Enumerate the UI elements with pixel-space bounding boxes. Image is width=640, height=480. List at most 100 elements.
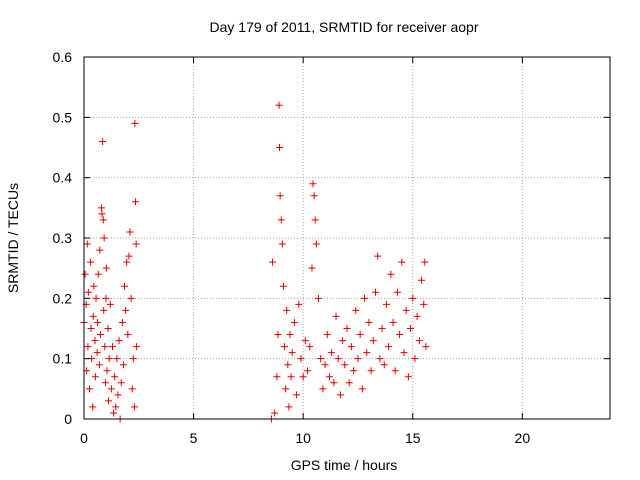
data-point <box>361 294 369 302</box>
data-point <box>393 288 401 296</box>
data-point <box>95 361 103 369</box>
data-point <box>315 294 323 302</box>
data-point <box>101 343 109 351</box>
x-tick-label: 10 <box>295 430 311 446</box>
data-point <box>396 331 404 339</box>
data-point <box>290 318 298 326</box>
x-tick-label: 15 <box>405 430 421 446</box>
data-point <box>284 361 292 369</box>
data-point <box>319 385 327 393</box>
data-point <box>404 373 412 381</box>
data-point <box>94 270 102 278</box>
data-point <box>104 325 112 332</box>
data-point <box>371 288 379 296</box>
data-point <box>100 234 108 242</box>
data-point <box>332 312 340 320</box>
x-tick-label: 5 <box>190 430 198 446</box>
data-point <box>312 240 320 248</box>
data-point <box>343 325 351 332</box>
data-point <box>352 306 360 314</box>
data-point <box>127 294 135 302</box>
data-point <box>409 294 417 302</box>
y-tick-label: 0.1 <box>53 351 73 367</box>
data-point <box>295 300 303 308</box>
data-point <box>99 137 107 145</box>
data-point <box>271 409 279 417</box>
data-point <box>418 276 426 284</box>
x-tick-label: 0 <box>80 430 88 446</box>
data-point <box>407 325 415 332</box>
data-point <box>283 306 291 314</box>
data-point <box>132 240 140 248</box>
data-point <box>115 337 123 345</box>
data-point <box>273 373 281 381</box>
data-point <box>330 379 338 387</box>
data-point <box>382 300 390 308</box>
x-axis-label: GPS time / hours <box>291 457 398 473</box>
axis-ticks: 0 5 10 15 20 0 0.1 0.2 0.3 0.4 0.5 0.6 <box>53 49 610 446</box>
data-point <box>126 228 134 236</box>
y-tick-label: 0.5 <box>53 109 73 125</box>
data-point <box>131 119 139 127</box>
y-tick-label: 0.2 <box>53 290 73 306</box>
data-point <box>90 282 98 290</box>
data-point <box>347 343 355 351</box>
data-point <box>111 373 119 381</box>
data-point <box>105 397 113 405</box>
data-point <box>306 343 314 351</box>
data-point <box>91 337 99 345</box>
data-point <box>106 300 114 308</box>
data-point <box>380 361 388 369</box>
data-point <box>420 300 428 308</box>
x-tick-label: 20 <box>515 430 531 446</box>
data-point <box>413 312 421 320</box>
data-point <box>387 270 395 278</box>
data-point <box>85 385 93 393</box>
y-tick-label: 0 <box>64 411 72 427</box>
data-point <box>286 331 294 339</box>
data-point <box>350 367 358 375</box>
data-point <box>422 343 430 351</box>
data-point <box>98 204 106 212</box>
data-point <box>389 318 397 326</box>
data-point <box>112 403 120 411</box>
data-point <box>89 312 97 320</box>
data-point <box>415 337 423 345</box>
data-point <box>117 379 125 387</box>
data-point <box>363 349 371 357</box>
data-point <box>91 373 99 381</box>
data-point <box>358 385 366 393</box>
data-point <box>277 216 285 224</box>
data-point <box>102 264 110 272</box>
data-point <box>122 306 130 314</box>
data-point <box>282 385 290 393</box>
data-point <box>354 355 362 363</box>
data-point <box>341 361 349 369</box>
chart-title: Day 179 of 2011, SRMTID for receiver aop… <box>210 19 479 35</box>
data-point <box>121 282 129 290</box>
data-point <box>288 349 296 357</box>
data-point <box>285 403 293 411</box>
data-point <box>278 240 286 248</box>
data-point <box>402 306 410 314</box>
y-tick-label: 0.4 <box>53 170 73 186</box>
data-point <box>317 355 325 363</box>
data-point <box>276 192 284 200</box>
data-point <box>132 198 140 206</box>
data-point <box>323 331 331 339</box>
data-point <box>391 367 399 375</box>
data-point <box>107 385 115 393</box>
data-point <box>100 306 108 314</box>
data-point <box>130 403 138 411</box>
data-point <box>328 349 336 357</box>
data-point <box>297 355 305 363</box>
data-point <box>125 252 133 260</box>
data-point <box>99 216 107 224</box>
data-point <box>356 331 364 339</box>
data-point <box>128 385 136 393</box>
data-point <box>398 258 406 266</box>
data-point <box>133 343 141 351</box>
data-point <box>94 318 102 326</box>
data-point <box>321 361 329 369</box>
data-point <box>98 210 106 218</box>
